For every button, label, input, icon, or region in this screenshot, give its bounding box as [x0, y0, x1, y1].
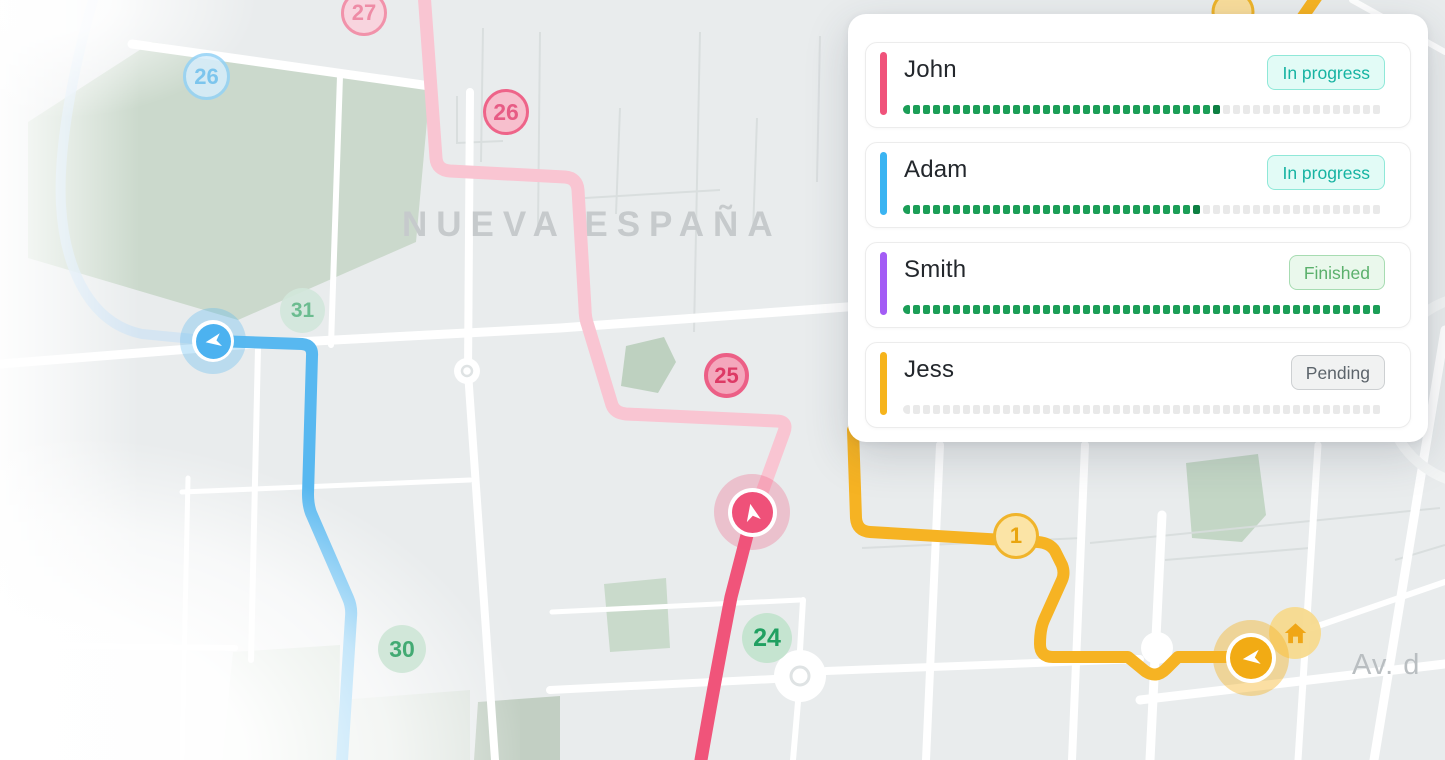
street-label: Av. d [1352, 649, 1420, 681]
home-icon [1284, 622, 1306, 643]
driver-status-badge: Finished [1288, 255, 1385, 290]
driver-progress-bar [903, 305, 1385, 314]
driver-name: Adam [904, 156, 968, 183]
driver-accent-bar [880, 252, 887, 315]
driver-progress-bar [903, 205, 1385, 214]
driver-name: Smith [904, 256, 967, 283]
stop-marker[interactable]: 25 [704, 353, 749, 398]
driver-card[interactable]: John In progress [865, 42, 1411, 128]
stop-marker[interactable]: 26 [183, 53, 230, 100]
vehicle-marker-yellow[interactable] [1213, 620, 1289, 696]
driver-accent-bar [880, 352, 887, 415]
driver-name: John [904, 56, 957, 83]
driver-status-badge: In progress [1267, 55, 1385, 90]
driver-accent-bar [880, 52, 887, 115]
stop-marker[interactable]: 31 [280, 288, 325, 333]
vehicle-marker-blue[interactable] [180, 308, 246, 374]
district-label: NUEVA ESPAÑA [402, 205, 782, 244]
driver-card[interactable]: Jess Pending [865, 342, 1411, 428]
navigation-arrow-icon [205, 333, 223, 347]
navigation-arrow-icon [1242, 649, 1261, 664]
route-pink [694, 505, 760, 760]
driver-card[interactable]: Smith Finished [865, 242, 1411, 328]
stop-marker[interactable]: 1 [993, 513, 1039, 559]
stop-marker[interactable]: 30 [378, 625, 426, 673]
stop-marker[interactable]: 27 [341, 0, 387, 36]
driver-progress-bar [903, 105, 1385, 114]
driver-accent-bar [880, 152, 887, 215]
route-yellow [847, 424, 1256, 681]
driver-progress-bar [903, 405, 1385, 414]
stop-marker[interactable]: 26 [483, 89, 529, 135]
home-destination-marker[interactable] [1269, 607, 1321, 659]
road-junctions [454, 358, 1173, 702]
vehicle-marker-pink[interactable] [714, 474, 790, 550]
driver-status-badge: Pending [1290, 355, 1385, 390]
drivers-panel: John In progress Adam In progress Smith … [848, 14, 1428, 442]
driver-name: Jess [904, 356, 955, 383]
route-pink-faded [418, 0, 792, 513]
stop-marker[interactable]: 24 [742, 613, 792, 663]
driver-status-badge: In progress [1267, 155, 1385, 190]
driver-card[interactable]: Adam In progress [865, 142, 1411, 228]
navigation-arrow-icon [746, 503, 761, 523]
